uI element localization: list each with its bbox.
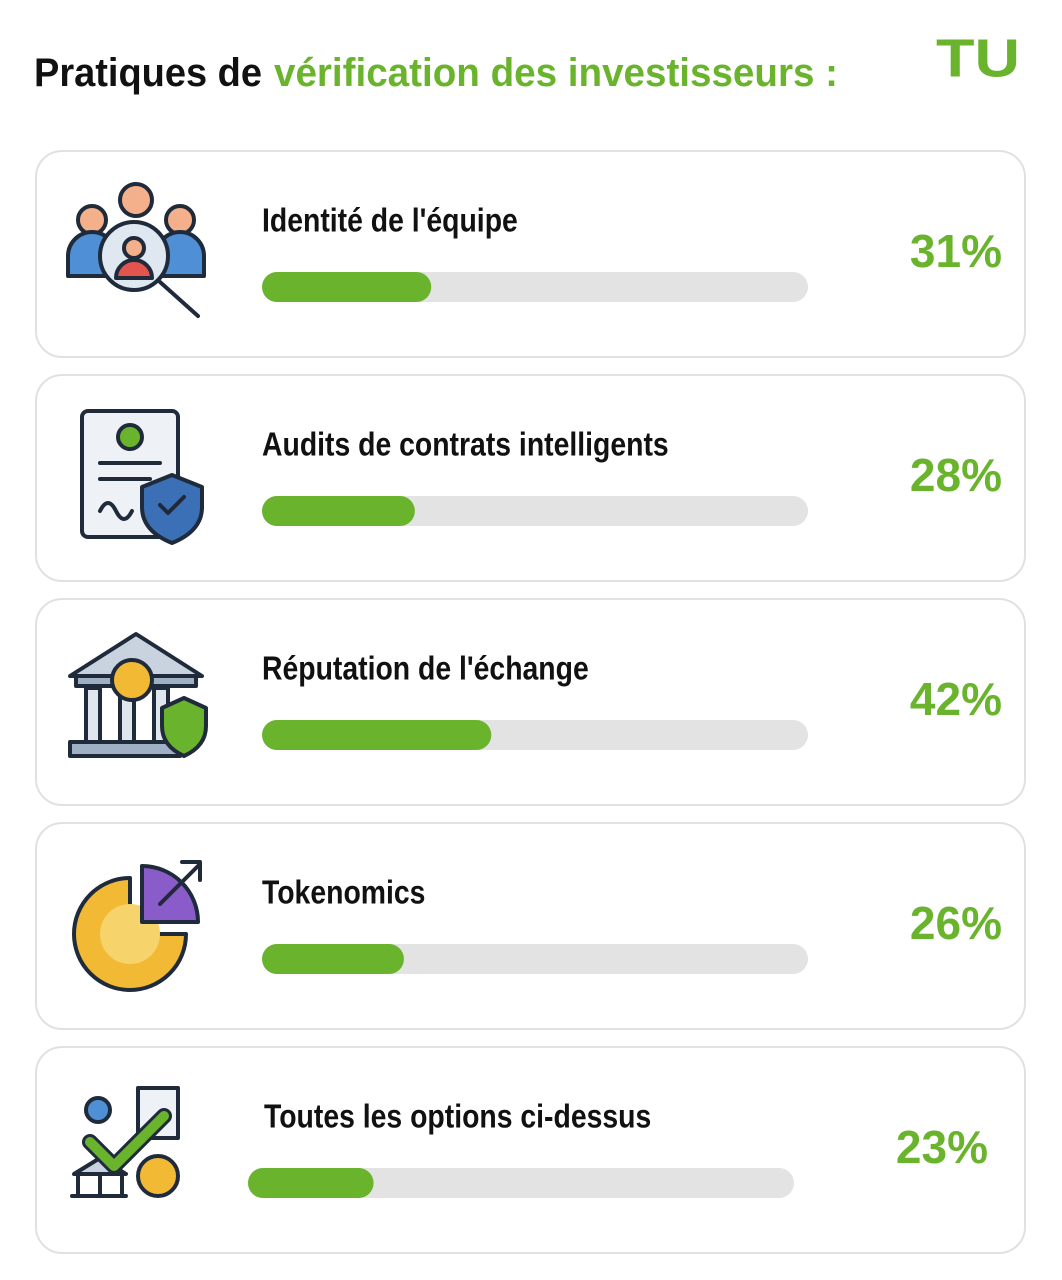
value-label: 28% [910, 449, 1002, 501]
icon-all-options [70, 1086, 180, 1198]
logo: TU [936, 28, 1020, 88]
value-label: 26% [910, 897, 1002, 949]
card [35, 374, 1026, 582]
icon-tokenomics [72, 860, 202, 992]
category-label: Tokenomics [262, 874, 425, 912]
bar-track [248, 1168, 794, 1198]
value-label: 31% [910, 225, 1002, 277]
card [35, 598, 1026, 806]
icon-audit [80, 409, 204, 545]
category-label: Audits de contrats intelligents [262, 426, 669, 464]
bar [262, 944, 404, 974]
icon-exchange [68, 632, 208, 758]
category-label: Identité de l'équipe [262, 202, 518, 240]
value-label: 23% [896, 1121, 988, 1173]
bar [262, 720, 492, 750]
card [35, 822, 1026, 1030]
icon-team [66, 182, 206, 318]
bar [262, 496, 415, 526]
page-title: Pratiques de vérification des investisse… [34, 51, 838, 95]
title-lead: Pratiques de [34, 51, 262, 95]
category-label: Réputation de l'échange [262, 650, 589, 688]
bar [262, 272, 432, 302]
value-label: 42% [910, 673, 1002, 725]
card [35, 150, 1026, 358]
bar [248, 1168, 374, 1198]
cards: Identité de l'équipe 31% Audits de contrat… [35, 150, 1026, 1254]
category-label: Toutes les options ci-dessus [264, 1098, 651, 1136]
card [35, 1046, 1026, 1254]
title-highlight: vérification des investisseurs : [274, 51, 838, 95]
